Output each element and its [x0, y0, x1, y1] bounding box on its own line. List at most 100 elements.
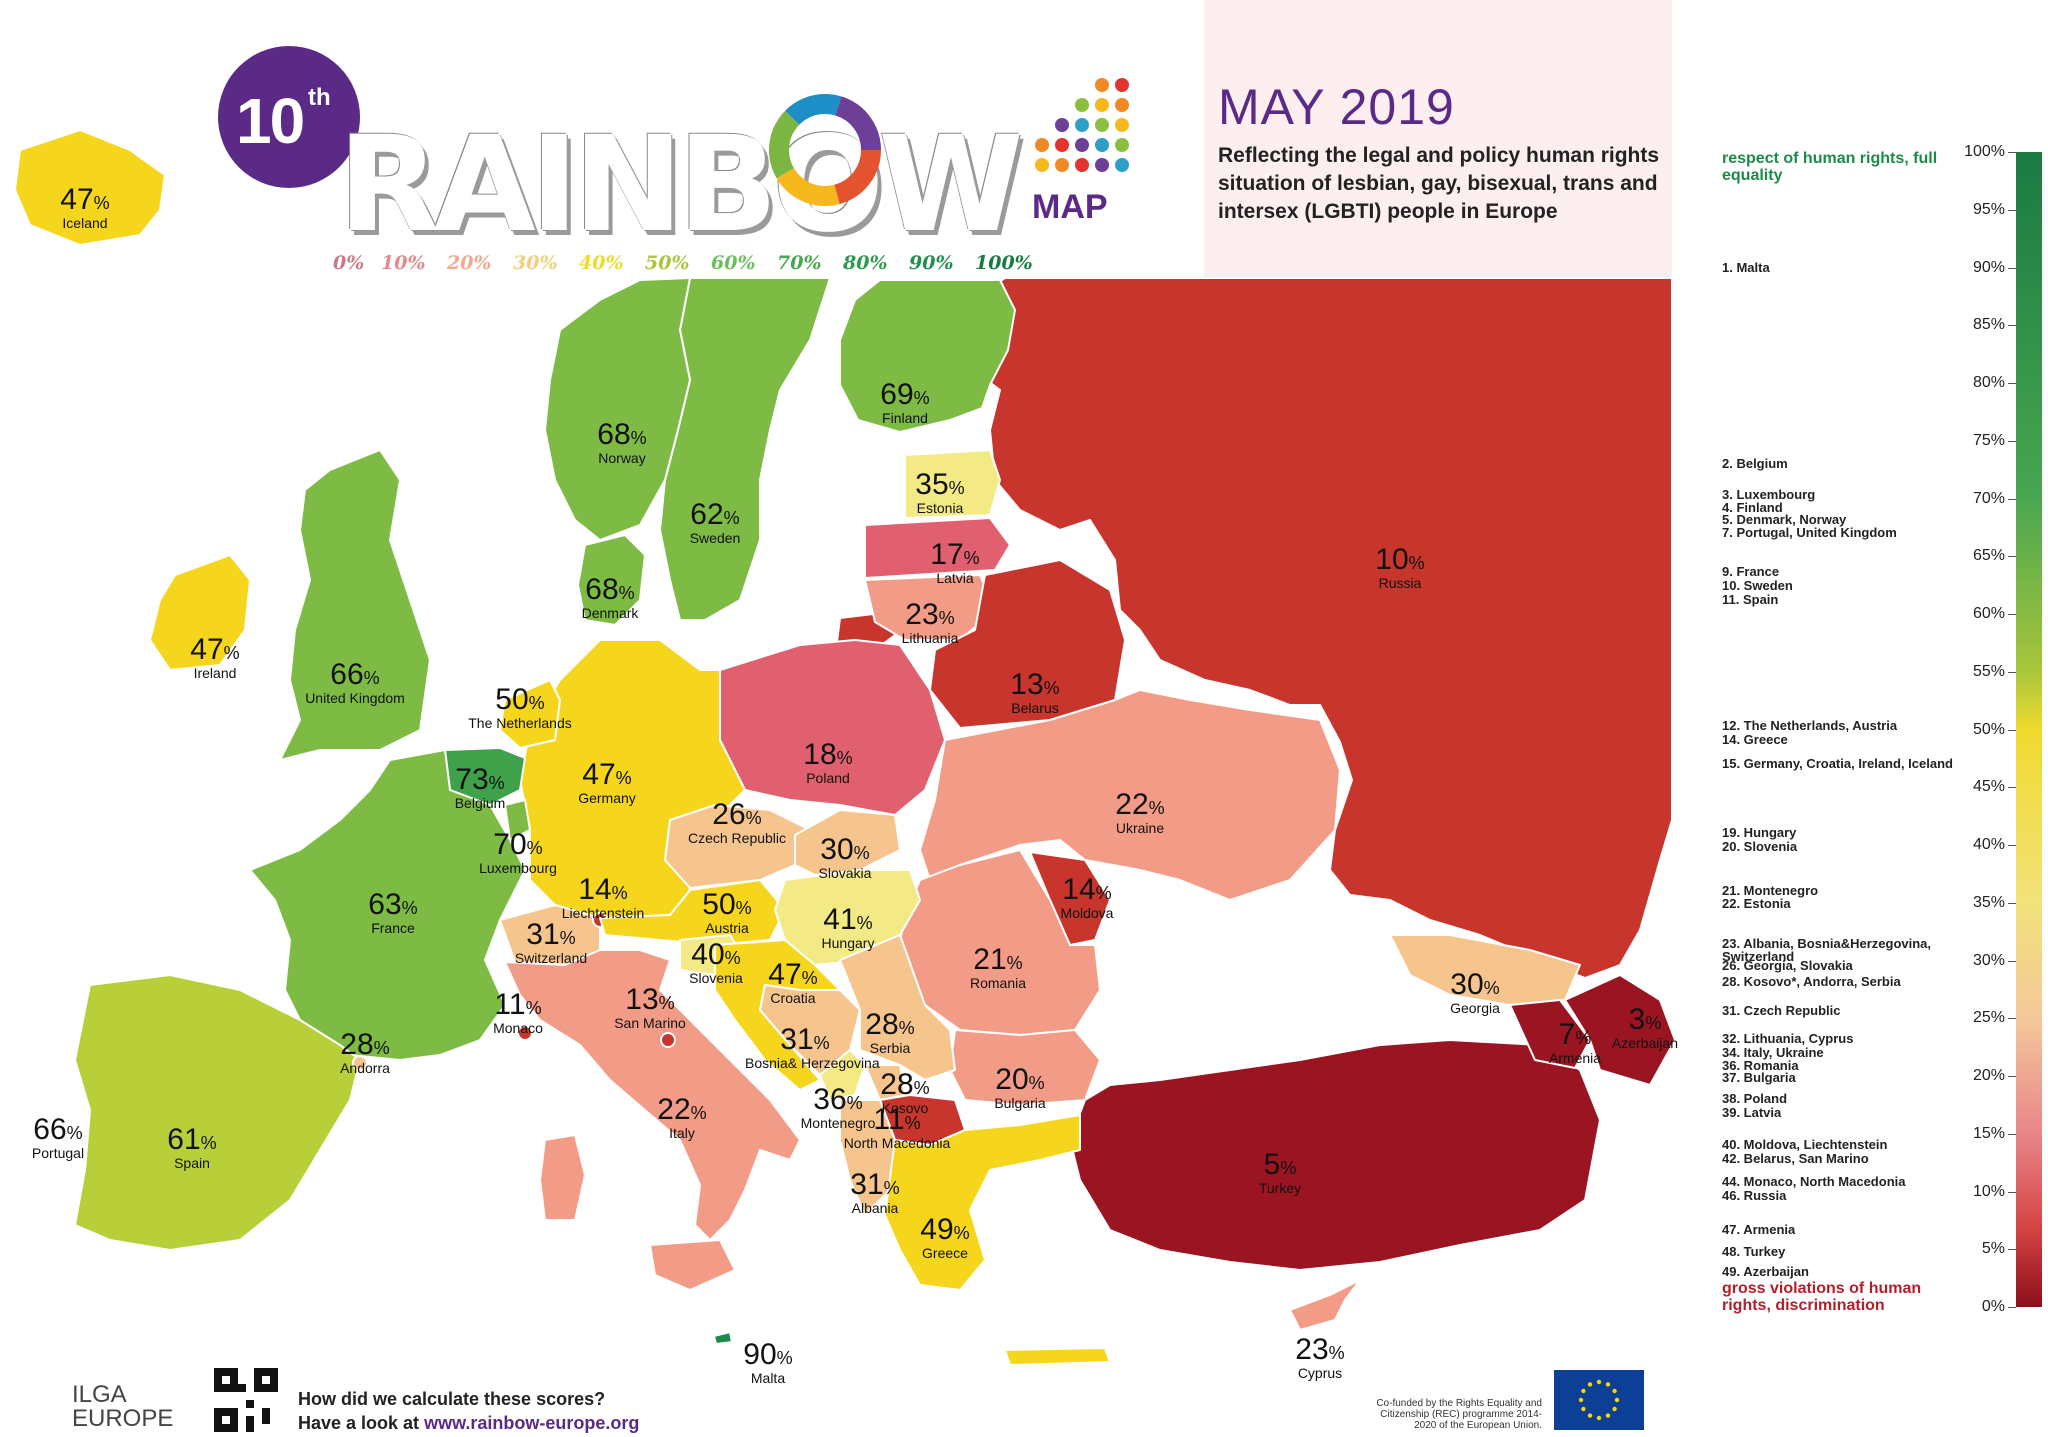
logo-dot: [1095, 98, 1109, 112]
logo-dot: [1115, 98, 1129, 112]
country-name: Italy: [669, 1125, 695, 1141]
country-score: 68%: [585, 573, 635, 606]
country-name: Andorra: [340, 1060, 390, 1076]
country-name: Switzerland: [514, 950, 588, 966]
country-score: 31%: [850, 1168, 900, 1201]
country-label-moldova: 14% Moldova: [1027, 875, 1147, 921]
country-score: 22%: [1115, 788, 1165, 821]
country-name: Croatia: [770, 990, 816, 1006]
scale-label: 30%: [513, 252, 558, 274]
ranking-entry: 10. Sweden: [1722, 578, 1793, 594]
country-score: 21%: [973, 943, 1023, 976]
map-region-greece: [884, 1114, 1081, 1291]
country-label-north-macedonia: 11% North Macedonia: [837, 1103, 957, 1151]
country-label-malta: 90% Malta: [708, 1340, 828, 1386]
eu-star: [1605, 1382, 1611, 1387]
rainbow-europe-link[interactable]: www.rainbow-europe.org: [424, 1413, 640, 1433]
qr-code-icon[interactable]: [214, 1368, 278, 1432]
country-name: The Netherlands: [468, 715, 572, 731]
country-score: 28%: [880, 1068, 930, 1101]
country-name: France: [371, 920, 415, 936]
legend-tick-label: 75%: [1972, 431, 2005, 449]
country-score: 11%: [873, 1103, 921, 1136]
country-name: Montenegro: [800, 1115, 876, 1131]
country-name: Norway: [598, 450, 646, 466]
country-score: 63%: [368, 888, 418, 921]
country-name: Sweden: [689, 530, 741, 546]
country-score: 66%: [33, 1113, 83, 1146]
map-region-iceland: [14, 129, 166, 246]
eu-star: [1587, 1413, 1593, 1418]
map-region-turkey: [1069, 1039, 1601, 1271]
legend-tick-label: 65%: [1972, 547, 2005, 565]
country-name: Poland: [806, 770, 850, 786]
map-region-estonia: [904, 449, 1001, 519]
legend-tick-mark: [2008, 556, 2016, 558]
country-score: 3%: [1628, 1003, 1662, 1036]
country-score: 36%: [813, 1083, 863, 1116]
ranking-entry: 49. Azerbaijan: [1722, 1264, 1809, 1280]
methodology-note: How did we calculate these scores? Have …: [298, 1387, 639, 1435]
legend-colorbar: [2016, 152, 2042, 1307]
legend-tick-label: 55%: [1972, 662, 2005, 680]
logo-dot: [1115, 118, 1129, 132]
legend-tick-mark: [2008, 440, 2016, 442]
ranking-entry: 2. Belgium: [1722, 455, 1788, 471]
country-name: Slovenia: [689, 970, 743, 986]
country-name: Armenia: [1548, 1050, 1602, 1066]
legend-tick-label: 40%: [1972, 836, 2005, 853]
legend-tick-label: 30%: [1972, 951, 2005, 969]
country-score: 7%: [1558, 1018, 1592, 1051]
country-label-finland: 69% Finland: [845, 380, 965, 426]
legend-tick-mark: [2008, 845, 2016, 846]
map-region-azerbaijan: [1564, 974, 1676, 1086]
legend-tick-label: 60%: [1972, 605, 2005, 622]
scale-label: 70%: [777, 252, 822, 274]
country-label-the-netherlands: 50% The Netherlands: [460, 685, 580, 731]
legend-tick-label: 20%: [1972, 1067, 2005, 1084]
country-name: Iceland: [62, 215, 108, 231]
logo-dot: [1095, 138, 1109, 152]
map-region-italy: [504, 949, 801, 1241]
country-label-azerbaijan: 3% Azerbaijan: [1585, 1003, 1705, 1051]
country-score: 28%: [865, 1008, 915, 1041]
country-name: Moldova: [1060, 905, 1114, 921]
methodology-question: How did we calculate these scores?: [298, 1389, 606, 1409]
country-label-luxembourg: 70% Luxembourg: [458, 830, 578, 876]
country-score: 23%: [905, 598, 955, 631]
ranking-entry: 14. Greece: [1722, 731, 1788, 747]
map-region-montenegro: [819, 1049, 866, 1101]
ranking-entry: 37. Bulgaria: [1722, 1070, 1796, 1086]
country-score: 73%: [455, 763, 505, 796]
country-label-montenegro: 36% Montenegro: [778, 1083, 898, 1131]
map-region-latvia: [864, 517, 1011, 579]
country-name: North Macedonia: [843, 1135, 951, 1151]
scale-label: 100%: [975, 252, 1033, 274]
report-subtitle: Reflecting the legal and policy human ri…: [1218, 144, 1660, 223]
country-name: Spain: [174, 1155, 210, 1171]
country-label-iceland: 47% Iceland: [25, 185, 145, 231]
country-name: Slovakia: [818, 865, 872, 881]
country-label-norway: 68% Norway: [562, 418, 682, 466]
scale-label: 90%: [909, 252, 954, 274]
country-score: 47%: [768, 958, 818, 991]
country-label-san-marino: 13% San Marino: [590, 985, 710, 1031]
ranking-entry: 34. Italy, Ukraine: [1722, 1044, 1824, 1060]
country-name: Estonia: [916, 500, 964, 516]
country-name: Kosovo: [881, 1100, 929, 1116]
legend-tick-label: 90%: [1972, 258, 2005, 276]
legend-tick-label: 15%: [1972, 1124, 2005, 1142]
country-label-turkey: 5% Turkey: [1220, 1150, 1340, 1196]
country-name: Germany: [578, 790, 636, 806]
legend-bottom-label: gross violations of human rights, discri…: [1722, 1280, 1922, 1314]
legend-tick-label: 85%: [1972, 316, 2005, 334]
logo-dot: [1035, 158, 1049, 172]
country-score: 68%: [597, 418, 647, 451]
legend-tick-label: 5%: [1981, 1240, 2005, 1258]
legend-tick-label: 95%: [1972, 200, 2005, 218]
ranking-entry: 5. Denmark, Norway: [1722, 512, 1847, 528]
country-name: San Marino: [614, 1015, 686, 1031]
map-word: MAP: [1032, 188, 1108, 226]
country-name: United Kingdom: [305, 690, 405, 706]
country-score: 20%: [995, 1063, 1045, 1096]
